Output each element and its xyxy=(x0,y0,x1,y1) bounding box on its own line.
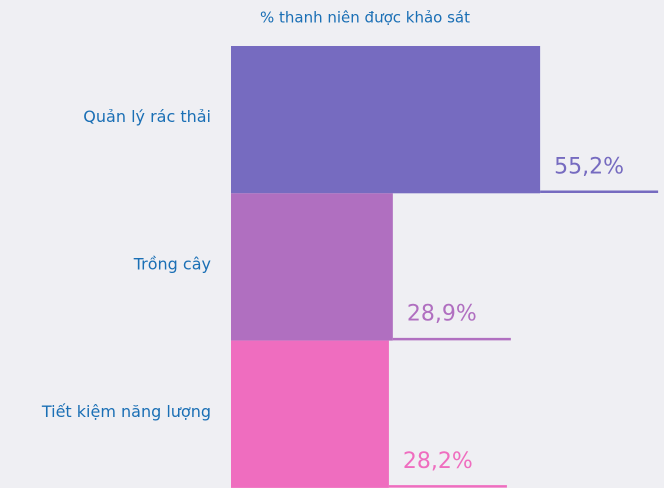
value-label: 55,2% xyxy=(554,154,624,179)
category-label: Trồng cây xyxy=(133,254,211,273)
bar xyxy=(231,340,389,488)
category-label: Quản lý rác thải xyxy=(83,107,211,126)
value-label: 28,9% xyxy=(407,302,477,327)
value-label: 28,2% xyxy=(403,449,473,474)
category-label: Tiết kiệm năng lượng xyxy=(41,402,211,421)
bar xyxy=(231,46,541,194)
bar xyxy=(231,193,393,341)
chart-title: % thanh niên được khảo sát xyxy=(260,9,470,27)
